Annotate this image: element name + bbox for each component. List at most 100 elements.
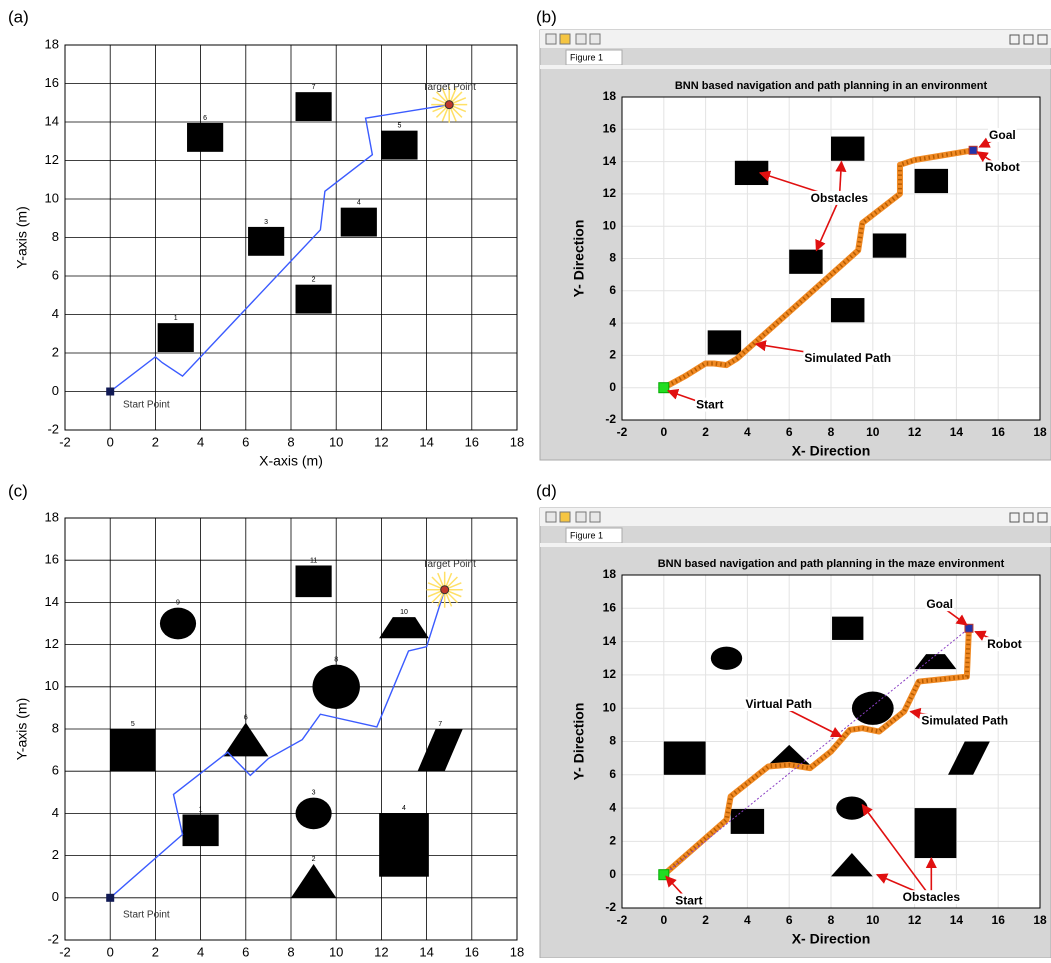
toolbar-icon [546,34,556,44]
x-tick-label: -2 [59,944,71,958]
figure: (a)-2024681012141618-2024681012141618X-a… [0,0,1051,958]
x-tick-label: 4 [197,944,204,958]
annotation: Start Point [123,400,170,411]
x-tick-label: 18 [510,434,524,449]
obstacle [832,617,863,640]
x-tick-label: 2 [702,425,709,439]
annotation: Goal [926,597,953,611]
annotation: Goal [989,128,1016,142]
y-tick-label: 16 [45,75,59,90]
y-tick-label: 6 [52,267,59,282]
annotation: Target Point [423,559,477,570]
obstacle-label: 7 [312,84,316,91]
obstacle-label: 7 [438,721,442,728]
x-tick-label: 12 [908,425,922,439]
body: (a)-2024681012141618-2024681012141618X-a… [0,0,1051,963]
y-tick-label: 14 [603,154,617,168]
obstacle-label: 10 [400,609,408,616]
x-tick-label: 8 [287,434,294,449]
start-marker [106,894,114,902]
x-tick-label: 12 [908,913,922,927]
y-tick-label: 0 [52,383,59,398]
page: {"chart_data": [ {"type": "line", "panel… [0,0,1051,963]
tab-strip [540,543,1051,547]
obstacle [831,298,864,322]
panel-label: (b) [536,7,557,26]
toolbar-icon [576,512,586,522]
chart-title: BNN based navigation and path planning i… [675,80,988,92]
x-tick-label: 10 [866,425,880,439]
x-tick-label: 16 [465,944,479,958]
y-tick-label: 6 [609,767,616,781]
x-tick-label: 18 [1033,425,1047,439]
obstacle [915,169,948,193]
y-tick-label: 4 [52,306,59,321]
y-tick-label: 14 [45,113,59,128]
panel-label: (d) [536,481,557,500]
y-tick-label: -2 [47,421,59,436]
obstacle-label: 6 [244,715,248,722]
y-axis-label: Y-axis (m) [14,206,30,269]
obstacle-label: 5 [398,123,402,130]
x-tick-label: 2 [152,434,159,449]
chart-title: BNN based navigation and path planning i… [658,558,1005,570]
obstacle-label: 1 [199,806,203,813]
x-tick-label: 2 [152,944,159,958]
x-tick-label: 16 [992,425,1006,439]
obstacle-label: 3 [264,219,268,226]
obstacle [836,796,867,819]
y-tick-label: 12 [45,636,59,651]
x-axis-label: X-axis (m) [259,453,323,469]
obstacle-label: 8 [334,656,338,663]
target-marker [445,101,453,109]
y-tick-label: 8 [609,251,616,265]
annotation: Robot [987,637,1022,651]
x-tick-label: 12 [374,944,388,958]
y-axis-label: Y- Direction [571,703,587,781]
x-tick-label: 2 [702,913,709,927]
x-tick-label: 6 [242,434,249,449]
y-axis-label: Y-axis (m) [14,698,30,761]
x-tick-label: 14 [419,944,433,958]
x-tick-label: 18 [1033,913,1047,927]
x-tick-label: 0 [107,944,114,958]
obstacle [187,123,223,152]
obstacle-label: 2 [312,856,316,863]
start-marker [106,388,114,396]
obstacle-label: 11 [310,557,317,564]
tab-strip [540,65,1051,69]
annotation: Start [675,894,702,908]
toolbar-icon [590,512,600,522]
x-tick-label: 14 [419,434,433,449]
x-tick-label: 0 [660,425,667,439]
y-tick-label: 10 [45,190,59,205]
x-tick-label: 4 [197,434,204,449]
annotation: Start Point [123,909,170,920]
obstacle [160,608,196,640]
x-tick-label: 8 [828,913,835,927]
x-tick-label: 8 [287,944,294,958]
obstacle [296,798,332,830]
tab-label: Figure 1 [570,530,603,540]
obstacle [915,808,957,858]
y-tick-label: 6 [52,763,59,778]
x-tick-label: 14 [950,913,964,927]
toolbar-icon [560,512,570,522]
y-tick-label: 18 [603,567,617,581]
x-axis-label: X- Direction [792,443,871,459]
obstacle-label: 9 [176,600,180,607]
y-tick-label: -2 [605,412,616,426]
obstacle [158,323,194,352]
obstacle-label: 3 [312,789,316,796]
obstacle [831,137,864,161]
x-tick-label: -2 [617,425,628,439]
y-tick-label: 0 [609,867,616,881]
obstacle-label: 1 [174,315,178,322]
y-tick-label: 8 [609,734,616,748]
x-tick-label: 10 [329,944,343,958]
annotation: Simulated Path [921,714,1008,728]
y-tick-label: 16 [45,552,59,567]
obstacle-label: 5 [131,721,135,728]
y-tick-label: 16 [603,600,617,614]
obstacle-label: 4 [357,200,361,207]
